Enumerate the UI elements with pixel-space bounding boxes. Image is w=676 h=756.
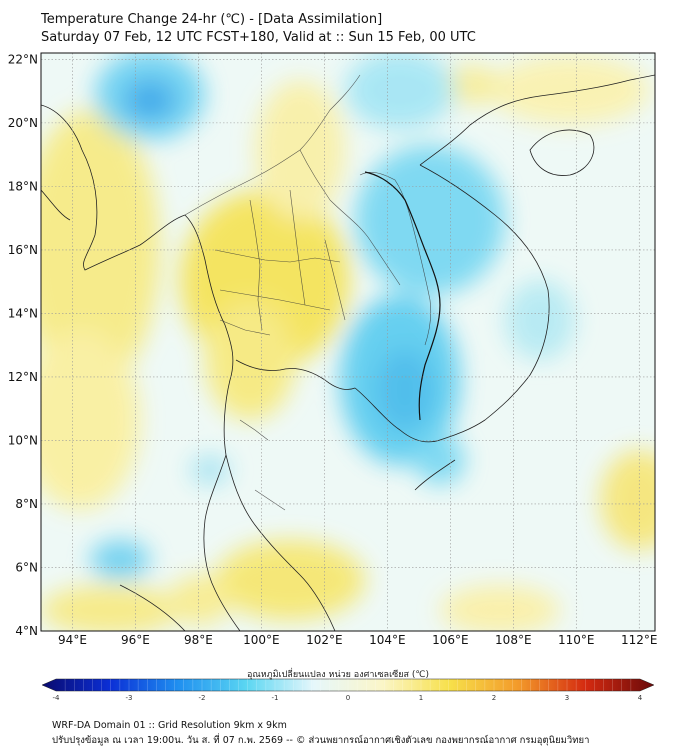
lon-tick-label: 108°E (495, 633, 532, 647)
map-subtitle: Saturday 07 Feb, 12 UTC FCST+180, Valid … (41, 30, 476, 45)
colorbar-title: อุณหภูมิเปลี่ยนแปลง หน่วย องศาเซลเซียส (… (246, 670, 430, 680)
colorbar-tick-label: 3 (565, 694, 569, 702)
province-borders (184, 74, 432, 511)
gridlines (41, 53, 655, 631)
colorbar-bar (41, 678, 655, 692)
lon-tick-label: 112°E (621, 633, 658, 647)
coastlines (41, 74, 655, 631)
lon-tick-label: 104°E (369, 633, 406, 647)
lat-tick-label: 22°N (8, 52, 38, 66)
colorbar-tick-label: -4 (53, 694, 61, 702)
colorbar-tick-label: -2 (199, 694, 206, 702)
map-title: Temperature Change 24-hr (℃) - [Data Ass… (41, 12, 383, 27)
map-frame (40, 52, 656, 632)
lon-tick-label: 98°E (184, 633, 213, 647)
colorbar-tick-label: 0 (346, 694, 350, 702)
colorbar-tick-label: -3 (126, 694, 133, 702)
lat-tick-label: 16°N (8, 243, 38, 257)
footer-line-1: WRF-DA Domain 01 :: Grid Resolution 9km … (52, 720, 287, 731)
colorbar-tick-label: 4 (638, 694, 643, 702)
lat-tick-label: 8°N (15, 497, 38, 511)
lat-tick-label: 10°N (8, 433, 38, 447)
latitude-labels: 22°N 20°N 18°N 16°N 14°N 12°N 10°N 8°N 6°N 4°N (8, 52, 38, 638)
longitude-labels: 94°E 96°E 98°E 100°E 102°E 104°E 106°E 108°E 110… (58, 633, 657, 647)
colorbar-tick-label: 2 (492, 694, 496, 702)
colorbar: -4 -3 -2 -1 0 1 2 3 4 (41, 678, 655, 702)
lon-tick-label: 106°E (432, 633, 469, 647)
border-line (364, 171, 441, 421)
lon-tick-label: 100°E (243, 633, 280, 647)
colorbar-ticks (64, 679, 632, 691)
lon-tick-label: 110°E (558, 633, 595, 647)
lat-tick-label: 6°N (15, 560, 38, 574)
colorbar-labels: -4 -3 -2 -1 0 1 2 3 4 (53, 694, 643, 702)
colorbar-tick-label: 1 (419, 694, 423, 702)
lon-tick-label: 96°E (121, 633, 150, 647)
temperature-field (41, 53, 655, 631)
lon-tick-label: 102°E (306, 633, 343, 647)
lat-tick-label: 18°N (8, 179, 38, 193)
lat-tick-label: 14°N (8, 306, 38, 320)
lon-tick-label: 94°E (58, 633, 87, 647)
lat-tick-label: 20°N (8, 116, 38, 130)
colorbar-tick-label: -1 (272, 694, 279, 702)
lat-tick-label: 4°N (15, 624, 38, 638)
footer-line-2: ปรับปรุงข้อมูล ณ เวลา 19:00น. วัน ส. ที่… (52, 735, 590, 746)
lat-tick-label: 12°N (8, 370, 38, 384)
